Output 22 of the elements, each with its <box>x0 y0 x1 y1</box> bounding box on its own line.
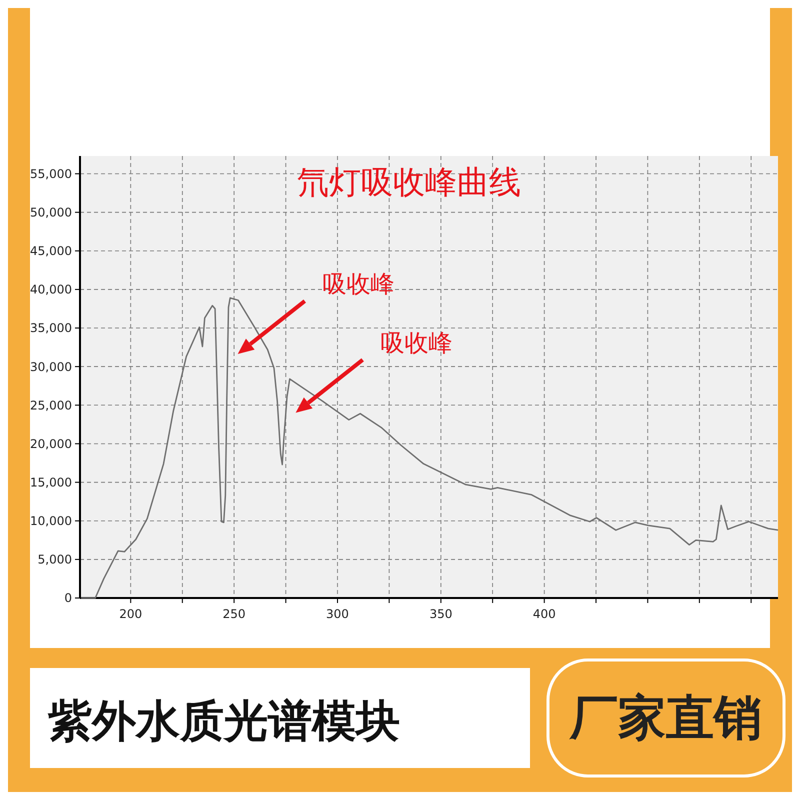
x-tick-label: 250 <box>222 607 246 621</box>
y-tick-label: 45,000 <box>30 244 72 258</box>
y-tick-label: 15,000 <box>30 475 72 490</box>
chart-title: 氘灯吸收峰曲线 <box>297 163 521 202</box>
x-tick-label: 200 <box>119 607 142 621</box>
y-tick-label: 20,000 <box>30 436 72 451</box>
y-tick-label: 5,000 <box>38 552 72 567</box>
y-tick-label: 55,000 <box>30 166 72 181</box>
y-tick-label: 50,000 <box>30 206 72 220</box>
y-tick-label: 10,000 <box>30 514 72 528</box>
y-tick-label: 0 <box>64 591 72 606</box>
x-tick-label: 300 <box>326 607 349 621</box>
annotation: 吸收峰 <box>380 328 453 357</box>
text: 紫外水质光谱模块 <box>47 696 400 747</box>
annotation: 吸收峰 <box>322 270 395 298</box>
y-tick-label: 25,000 <box>30 398 72 412</box>
y-tick-label: 35,000 <box>30 321 72 336</box>
text: 厂家直销 <box>569 690 762 746</box>
x-tick-label: 400 <box>532 607 556 621</box>
y-tick-label: 30,000 <box>30 360 72 374</box>
x-tick-label: 350 <box>429 607 452 621</box>
y-tick-label: 40,000 <box>30 282 72 297</box>
